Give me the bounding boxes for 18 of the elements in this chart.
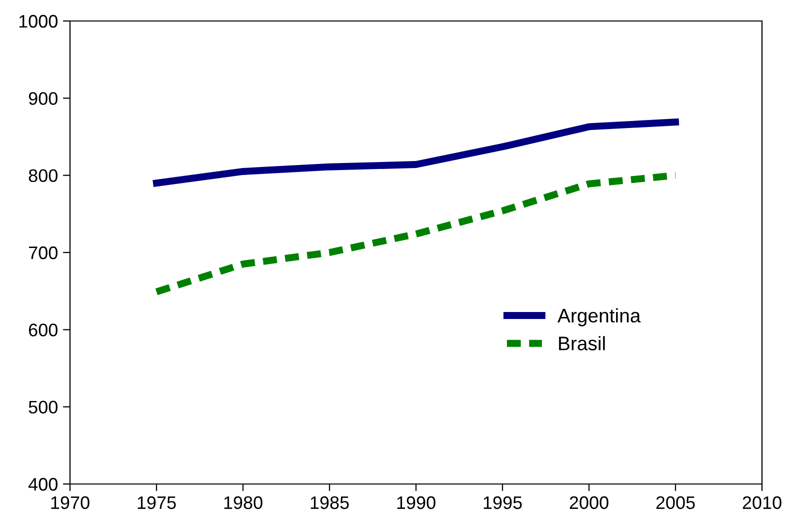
y-tick-label: 700 bbox=[29, 246, 58, 260]
x-tick-label: 2000 bbox=[570, 496, 608, 510]
x-tick-label: 1980 bbox=[224, 496, 262, 510]
x-tick-label: 1975 bbox=[138, 496, 176, 510]
y-tick-label: 1000 bbox=[19, 14, 58, 28]
x-tick-label: 1990 bbox=[397, 496, 436, 510]
x-tick-label: 1970 bbox=[51, 496, 90, 510]
y-tick-label: 900 bbox=[28, 92, 58, 105]
legend-label: Brasil bbox=[559, 336, 605, 350]
x-tick-label: 1995 bbox=[484, 496, 522, 510]
y-tick-label: 400 bbox=[28, 478, 58, 491]
y-tick-label: 800 bbox=[28, 169, 58, 182]
y-tick-label: 500 bbox=[28, 400, 58, 414]
x-tick-label: 2005 bbox=[656, 496, 695, 510]
x-tick-label: 1985 bbox=[310, 496, 349, 510]
y-tick-label: 600 bbox=[28, 324, 58, 336]
legend-label: Argentina bbox=[558, 308, 641, 326]
x-tick-label: 2010 bbox=[742, 496, 782, 510]
